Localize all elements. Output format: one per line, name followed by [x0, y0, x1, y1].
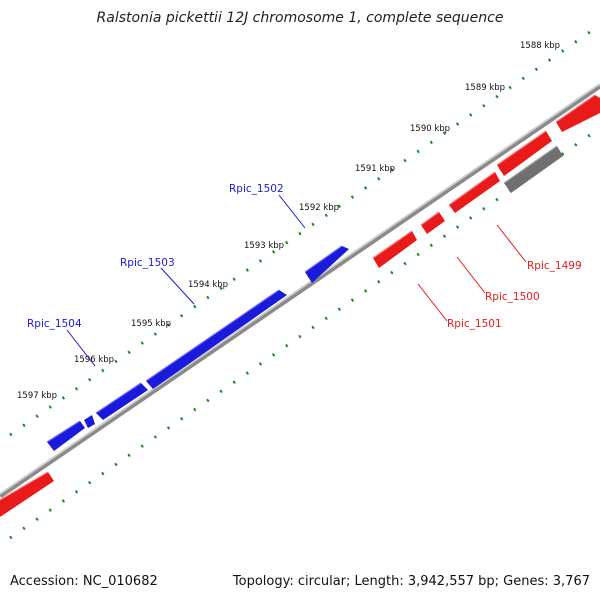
label-rpic-1503[interactable]: Rpic_1503 [120, 257, 175, 269]
genome-summary: Topology: circular; Length: 3,942,557 bp… [232, 574, 590, 589]
gene-red-bottom-left[interactable] [0, 472, 54, 517]
leader-rpic-1500 [456, 256, 486, 294]
map-title: Ralstonia pickettii 12J chromosome 1, co… [96, 10, 504, 26]
gene-rpic-1499[interactable] [497, 131, 552, 176]
gene-rpic-1503[interactable] [146, 290, 287, 389]
gene-rpic-1501[interactable] [373, 231, 417, 268]
accession-text: Accession: NC_010682 [10, 574, 158, 589]
tick-label: 1589 kbp [465, 83, 505, 93]
label-rpic-1501[interactable]: Rpic_1501 [447, 318, 502, 330]
label-rpic-1500[interactable]: Rpic_1500 [485, 291, 540, 303]
forward-strand-bevels [46, 245, 343, 443]
reverse-strand-genes [0, 95, 600, 517]
leader-rpic-1503 [160, 267, 195, 305]
gene-small-forward[interactable] [47, 421, 85, 451]
tick-label: 1588 kbp [520, 41, 560, 51]
tick-label: 1591 kbp [355, 164, 395, 174]
reverse-strand-bevels [0, 94, 596, 501]
gene-rpic-1500[interactable] [449, 172, 500, 213]
tick-label: 1590 kbp [410, 124, 450, 134]
gene-grey-feature[interactable] [504, 146, 563, 193]
tick-label: 1592 kbp [299, 203, 339, 213]
gene-rpic-1504-a[interactable] [96, 383, 148, 420]
tick-label: 1596 kbp [74, 355, 114, 365]
leader-rpic-1502 [278, 194, 306, 229]
leader-rpic-1504 [66, 329, 96, 367]
label-rpic-1504[interactable]: Rpic_1504 [27, 318, 82, 330]
gene-red-top-right[interactable] [556, 95, 600, 132]
label-rpic-1502[interactable]: Rpic_1502 [229, 183, 284, 195]
tick-label: 1594 kbp [188, 280, 228, 290]
inner-tick-ring [9, 133, 591, 540]
label-rpic-1499[interactable]: Rpic_1499 [527, 260, 582, 272]
gene-rpic-1502[interactable] [305, 246, 349, 283]
chromosome-backbone [0, 83, 600, 499]
gene-rpic-1501-a[interactable] [421, 212, 445, 234]
leader-rpic-1499 [496, 224, 527, 263]
outer-tick-ring [9, 30, 591, 437]
leader-rpic-1501 [417, 283, 448, 322]
tick-label: 1595 kbp [131, 319, 171, 329]
forward-strand-genes [47, 246, 349, 451]
gene-rpic-1504-b[interactable] [84, 415, 95, 428]
chromosome-backbone-highlight [0, 83, 600, 495]
grey-feature-bevel [503, 145, 558, 184]
tick-label: 1593 kbp [244, 241, 284, 251]
tick-label: 1597 kbp [17, 391, 57, 401]
label-leaders [66, 194, 527, 367]
